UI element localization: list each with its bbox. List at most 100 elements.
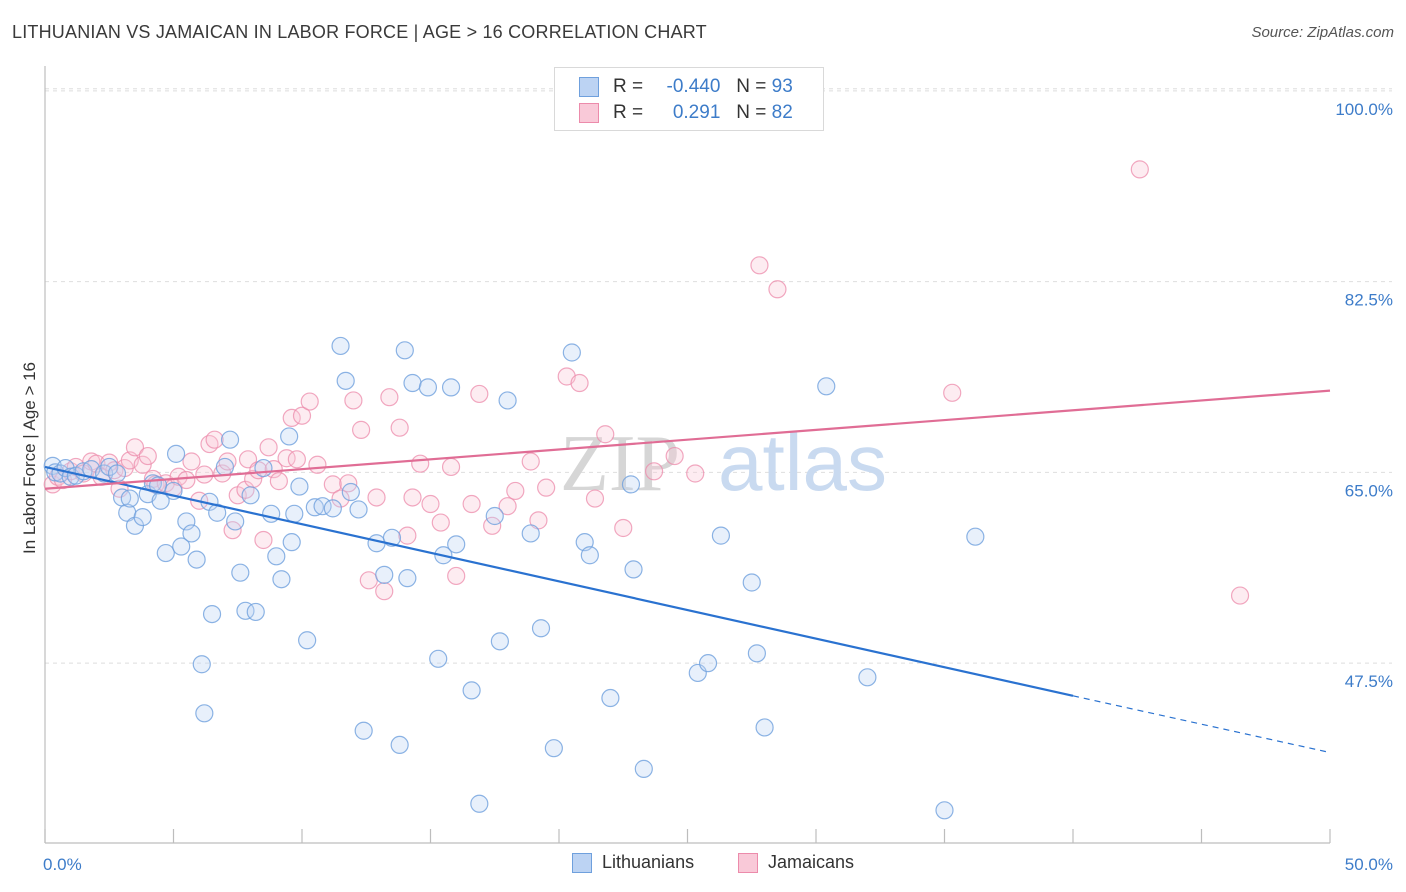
lithuanians-point xyxy=(367,534,386,553)
lithuanians-point xyxy=(202,604,222,624)
legend-r-label: R = xyxy=(613,76,644,97)
lithuanians-point xyxy=(285,504,304,523)
jamaicans-point xyxy=(292,406,312,425)
lithuanians-point xyxy=(698,654,718,673)
jamaicans-point xyxy=(1230,586,1250,605)
lithuanians-point xyxy=(267,547,286,566)
lithuanians-point xyxy=(858,668,877,687)
jamaicans-point xyxy=(441,457,461,477)
lithuanians-point xyxy=(172,537,191,556)
lithuanians-point xyxy=(341,482,360,502)
jamaicans-point xyxy=(943,383,962,402)
lithuanians-point xyxy=(280,427,299,446)
correlation-legend: R = -0.440 N = 93 R = 0.291 N = 82 xyxy=(554,67,824,131)
lithuanians-point xyxy=(177,512,196,531)
jamaicans-point xyxy=(254,530,273,550)
lithuanians-point xyxy=(966,527,985,546)
jamaicans-point xyxy=(344,391,363,410)
legend-n-value: 93 xyxy=(771,76,793,97)
lithuanians-point xyxy=(562,343,581,362)
legend-swatch-pink xyxy=(738,852,758,873)
lithuanians-point xyxy=(195,704,214,723)
y-tick-label: 65.0% xyxy=(1345,481,1393,500)
lithuanians-point xyxy=(418,378,438,397)
jamaicans-point xyxy=(470,384,489,404)
lithuanians-point xyxy=(336,371,355,390)
lithuanians-point xyxy=(531,619,551,638)
jamaicans-point xyxy=(352,420,371,439)
watermark-zip: ZIP xyxy=(560,420,680,508)
lithuanians-point xyxy=(323,499,342,518)
legend-swatch-blue xyxy=(572,852,592,873)
jamaicans-point xyxy=(768,280,787,299)
jamaicans-point xyxy=(614,518,633,538)
lithuanians-trend-line xyxy=(44,465,1074,697)
lithuanians-point xyxy=(226,512,245,531)
y-tick-label: 47.5% xyxy=(1345,672,1393,691)
lithuanians-point xyxy=(192,655,211,674)
jamaicans-point xyxy=(421,494,440,514)
jamaicans-point xyxy=(182,452,201,471)
jamaicans-point xyxy=(431,513,450,532)
legend-item-jamaicans[interactable]: Jamaicans xyxy=(738,852,854,873)
lithuanians-point xyxy=(429,649,448,668)
lithuanians-point xyxy=(498,391,517,410)
lithuanians-point xyxy=(166,444,186,463)
jamaicans-point xyxy=(308,455,327,474)
lithuanians-point xyxy=(133,507,152,527)
lithuanians-point xyxy=(398,569,417,588)
lithuanians-point xyxy=(241,486,260,505)
x-tick-label: 0.0% xyxy=(43,855,82,874)
y-tick-label: 82.5% xyxy=(1345,291,1393,310)
jamaicans-point xyxy=(398,526,417,545)
jamaicans-point xyxy=(331,489,350,508)
jamaicans-point xyxy=(138,446,157,466)
lithuanians-point xyxy=(262,504,281,523)
jamaicans-point xyxy=(596,425,615,444)
lithuanians-point xyxy=(349,500,368,519)
jamaicans-point xyxy=(462,494,481,514)
jamaicans-point xyxy=(570,373,589,393)
jamaicans-point xyxy=(665,446,684,466)
lithuanians-point xyxy=(462,681,481,700)
lithuanians-point xyxy=(621,475,641,494)
jamaicans-point xyxy=(498,497,517,516)
lithuanians-point xyxy=(624,560,643,579)
jamaicans-point xyxy=(644,462,664,481)
y-tick-label: 100.0% xyxy=(1335,100,1393,119)
lithuanians-point xyxy=(395,341,414,360)
x-tick-labels: 0.0% 50.0% xyxy=(43,855,1393,874)
lithuanians-point xyxy=(246,602,265,622)
lithuanians-point xyxy=(290,477,309,496)
lithuanians-point xyxy=(580,546,599,565)
lithuanians-point xyxy=(120,489,139,508)
lithuanians-point xyxy=(742,573,761,592)
lithuanians-point xyxy=(354,721,373,740)
jamaicans-point xyxy=(177,470,196,490)
jamaicans-point xyxy=(133,455,152,474)
lithuanians-point xyxy=(298,631,317,650)
legend-r-value: 0.291 xyxy=(667,102,721,123)
jamaicans-point xyxy=(259,438,278,457)
jamaicans-point xyxy=(380,388,399,407)
lithuanians-point xyxy=(634,759,653,778)
jamaicans-points xyxy=(43,160,1250,605)
lithuanians-point xyxy=(441,378,461,397)
lithuanians-point xyxy=(375,565,394,584)
lithuanians-trend-extension xyxy=(1072,695,1331,754)
legend-n-value: 82 xyxy=(771,102,793,123)
trend-lines xyxy=(44,389,1331,754)
lithuanians-point xyxy=(521,524,540,543)
lithuanians-point xyxy=(747,644,766,663)
watermark-atlas: atlas xyxy=(718,418,887,507)
jamaicans-point xyxy=(359,571,378,590)
lithuanians-point xyxy=(215,457,234,477)
lithuanians-point xyxy=(156,543,175,563)
legend-r-label: R = xyxy=(613,102,644,123)
jamaicans-point xyxy=(195,465,214,484)
axes xyxy=(44,66,1331,844)
legend-swatch-pink xyxy=(579,103,599,123)
lithuanians-point xyxy=(490,632,509,651)
legend-item-lithuanians[interactable]: Lithuanians xyxy=(572,852,694,873)
